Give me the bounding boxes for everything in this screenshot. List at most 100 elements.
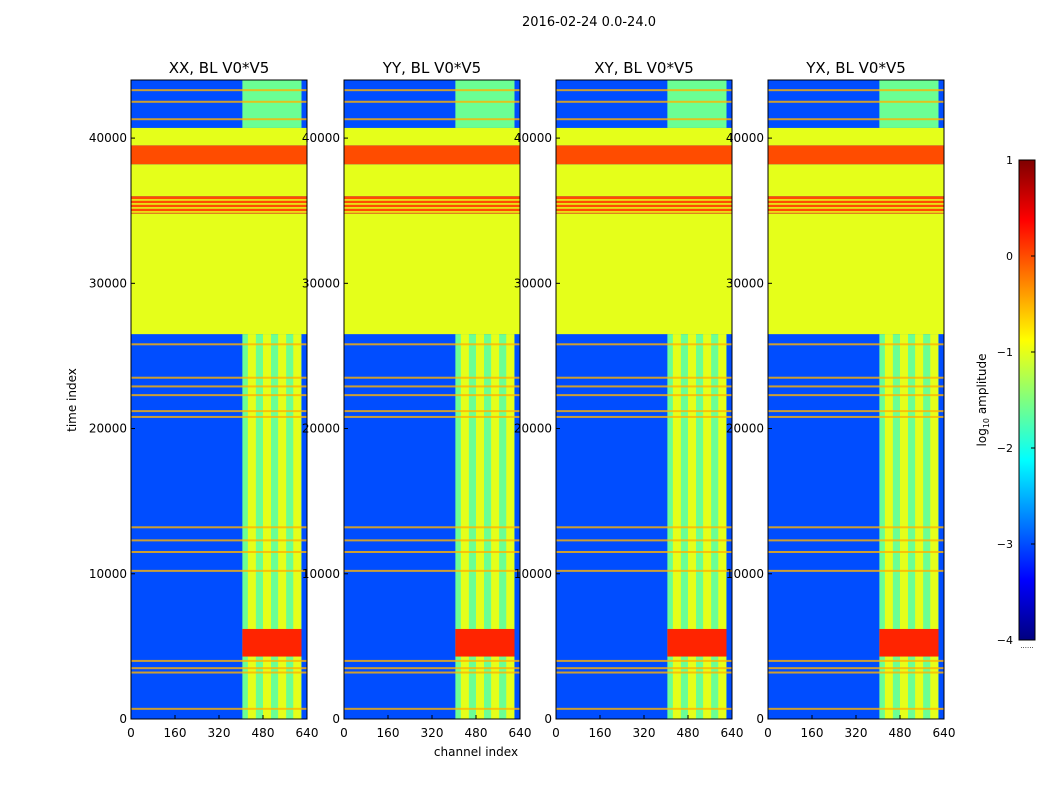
flag-line [344,118,520,121]
constant-fill-block [344,127,520,146]
flag-line [131,671,307,674]
flag-line [556,550,732,553]
fill-stripe [131,199,307,201]
flag-line [768,100,944,103]
flag-line [556,100,732,103]
flag-line [768,343,944,346]
flag-line [344,550,520,553]
flag-line [131,100,307,103]
active-band-upper [667,80,727,128]
panel-title: XY, BL V0*V5 [594,59,694,77]
fill-stripe [768,199,944,201]
flag-line [131,385,307,388]
strong-signal-band [879,628,939,657]
constant-fill-block [556,213,732,335]
flag-line [131,659,307,662]
flag-line [344,343,520,346]
flag-line [344,385,520,388]
x-tick-label: 160 [377,726,400,740]
colorbar-gradient [1018,159,1036,641]
flag-line [131,376,307,379]
panels-group: XX, BL V0*V5 0 160 320 480 640 0 10000 20000 3000… [89,59,956,740]
flag-line [344,415,520,418]
active-band-upper [242,80,302,128]
fill-stripe [556,211,732,213]
y-tick-label: 40000 [89,131,127,145]
x-tick-label: 0 [127,726,135,740]
constant-fill-block [768,164,944,197]
fill-stripe [556,199,732,201]
flag-line [131,343,307,346]
x-tick-label: 160 [164,726,187,740]
flag-line [344,394,520,397]
strong-signal-band [667,628,727,657]
x-tick-label: 160 [801,726,824,740]
flag-line [768,410,944,413]
flag-line [344,569,520,572]
fill-stripe [344,199,520,201]
constant-fill-block [344,164,520,197]
strong-signal-band [455,628,515,657]
y-tick-label: 10000 [302,567,340,581]
flag-line [344,671,520,674]
flag-line [131,539,307,542]
y-tick-label: 30000 [514,276,552,290]
flag-line [556,385,732,388]
constant-fill-block [344,196,520,214]
flag-line [556,671,732,674]
flag-line [556,569,732,572]
flag-line [131,707,307,710]
constant-fill-block [344,213,520,335]
x-tick-label: 640 [933,726,956,740]
colorbar-ticks: −4 −3 −2 −1 0 1 [997,154,1035,647]
fill-stripe [131,203,307,205]
x-tick-label: 640 [296,726,319,740]
fill-stripe [556,207,732,209]
fill-stripe [131,207,307,209]
fill-stripe [556,203,732,205]
colorbar-tick-label: −4 [997,634,1013,647]
flag-line [768,376,944,379]
panel-title: YY, BL V0*V5 [382,59,481,77]
figure-suptitle: 2016-02-24 0.0-24.0 [522,15,656,30]
y-tick-label: 40000 [302,131,340,145]
flag-line [556,415,732,418]
constant-fill-block [131,145,307,165]
y-tick-label: 30000 [726,276,764,290]
x-tick-label: 320 [633,726,656,740]
flag-line [344,667,520,670]
y-tick-label: 10000 [514,567,552,581]
x-axis-label: channel index [434,745,518,759]
y-tick-label: 20000 [514,422,552,436]
y-tick-label: 20000 [89,422,127,436]
flag-line [344,376,520,379]
flag-line [131,667,307,670]
y-tick-label: 40000 [514,131,552,145]
y-tick-label: 0 [544,712,552,726]
x-tick-label: 0 [552,726,560,740]
flag-line [344,659,520,662]
flag-line [131,89,307,92]
flag-line [131,394,307,397]
flag-line [768,118,944,121]
constant-fill-block [768,196,944,214]
active-band-upper [879,80,939,128]
flag-line [344,100,520,103]
flag-line [768,569,944,572]
y-axis-label: time index [65,368,79,432]
flag-line [556,539,732,542]
constant-fill-block [131,213,307,335]
x-tick-label: 0 [340,726,348,740]
flag-line [768,415,944,418]
flag-line [768,659,944,662]
y-tick-label: 0 [119,712,127,726]
panel-title: XX, BL V0*V5 [169,59,270,77]
flag-line [556,526,732,529]
y-tick-label: 20000 [302,422,340,436]
active-band-upper [455,80,515,128]
colorbar-tick-label: 0 [1006,250,1013,263]
flag-line [768,394,944,397]
y-tick-label: 30000 [302,276,340,290]
colorbar-label: log10 amplitude [975,354,991,447]
y-tick-label: 10000 [726,567,764,581]
